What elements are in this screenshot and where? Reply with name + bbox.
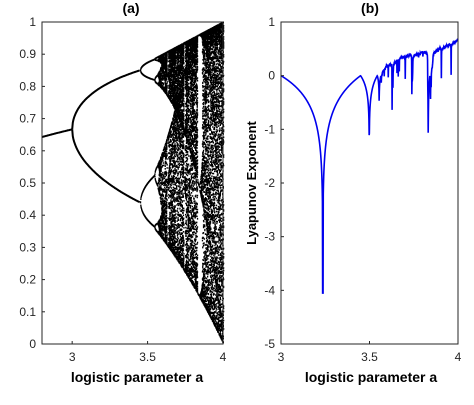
panel-b-title: (b) [361, 0, 379, 16]
panel-b-x-tick-label: 3 [278, 350, 285, 364]
bifurcation-period2-lower-branch [71, 129, 141, 204]
panel-a-x-ticks: 3 3.5 4 [69, 341, 227, 364]
lyapunov-exponent-line [280, 38, 459, 294]
panel-b-y-ticks: -5 -4 -3 -2 -1 0 1 [264, 15, 284, 351]
panel-b-y-tick-label: -2 [264, 176, 275, 190]
bifurcation-attractor-points [139, 21, 225, 344]
panel-a-title: (a) [122, 0, 139, 16]
panel-b-x-axis-label: logistic parameter a [305, 369, 437, 385]
panel-b-x-ticks: 3 3.5 4 [278, 341, 462, 364]
panel-b-x-tick-label: 4 [455, 350, 462, 364]
panel-b-y-tick-label: 0 [268, 69, 275, 83]
panel-a-x-tick-label: 3.5 [139, 350, 156, 364]
panel-a-plot-area [41, 21, 225, 344]
panel-b-y-tick-label: -4 [264, 283, 275, 297]
panel-b: (b) 3 3.5 4 -5-4-3-2-101 logistic paramete… [244, 0, 462, 385]
panel-a-y-tick-label: 0.7 [19, 112, 36, 126]
panel-a-y-tick-label: 0.2 [19, 273, 36, 287]
panel-a-y-ticks: 0 0.1 0.2 0.3 0.4 0.5 0.6 0.7 0.8 0.9 1 [19, 15, 45, 351]
panel-a: (a) 3 3.5 4 00.10.20.30.40.50.60.70.80.91 … [19, 0, 226, 385]
panel-a-y-tick-label: 0.1 [19, 305, 36, 319]
panel-a-y-tick-label: 0.5 [19, 176, 36, 190]
panel-a-y-tick-label: 0.6 [19, 144, 36, 158]
panel-b-y-tick-label: -1 [264, 122, 275, 136]
panel-a-y-tick-label: 0.3 [19, 240, 36, 254]
bifurcation-point-cloud [139, 21, 225, 344]
panel-a-y-tick-label: 0.8 [19, 79, 36, 93]
panel-a-x-tick-label: 3 [69, 350, 76, 364]
panel-b-y-axis-label: Lyapunov Exponent [244, 120, 259, 244]
panel-b-y-tick-label: -3 [264, 230, 275, 244]
panel-b-plot-area [280, 38, 459, 294]
panel-b-y-tick-label: -5 [264, 337, 275, 351]
bifurcation-period2-upper-branch [71, 69, 141, 130]
panel-a-y-tick-label: 0.9 [19, 47, 36, 61]
panel-b-x-tick-label: 3.5 [361, 350, 378, 364]
panel-b-y-tick-label: 1 [268, 15, 275, 29]
panel-a-y-tick-label: 0.4 [19, 208, 36, 222]
panel-a-x-tick-label: 4 [220, 350, 227, 364]
panel-a-y-tick-label: 0 [29, 337, 36, 351]
bifurcation-fixed-point-branch [41, 128, 73, 138]
panel-a-y-tick-label: 1 [29, 15, 36, 29]
panel-a-x-axis-label: logistic parameter a [71, 369, 203, 385]
